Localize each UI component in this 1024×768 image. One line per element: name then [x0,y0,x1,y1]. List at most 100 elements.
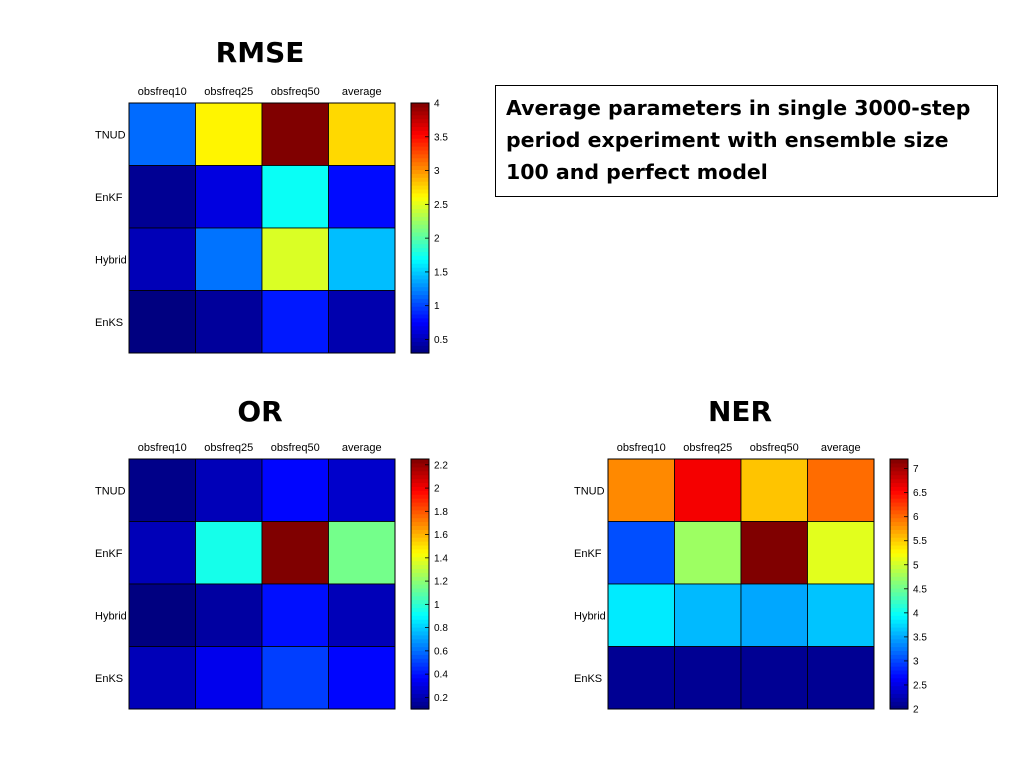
heatmap-cell [328,458,396,522]
colorbar-segment [411,501,429,507]
colorbar-segment [411,298,429,303]
colorbar-segment [411,572,429,577]
colorbar-segment [411,615,429,620]
colorbar-segment [890,591,908,597]
colorbar-segment [890,556,908,562]
heatmap-cell [128,102,196,166]
heatmap-cell [195,521,263,585]
colorbar-segment [890,623,908,628]
heatmap-cell [195,227,263,291]
column-label: average [342,442,382,454]
colorbar-segment [890,677,908,683]
colorbar-segment [411,325,429,331]
colorbar-segment [890,462,908,468]
column-label: obsfreq10 [138,86,187,98]
colorbar-segment [411,239,429,245]
colorbar-segment [411,302,429,307]
colorbar-segment [411,278,429,284]
column-label: obsfreq25 [204,442,253,454]
row-label: EnKS [95,673,123,685]
colorbar-segment [411,584,429,589]
colorbar-segment [411,149,429,155]
colorbar-segment [890,568,908,573]
colorbar-segment [890,459,908,464]
colorbar-segment [411,677,429,683]
colorbar-segment [411,623,429,628]
colorbar-segment [411,306,429,311]
heatmap-cell [607,521,675,585]
colorbar-segment [890,584,908,589]
colorbar-segment [411,486,429,491]
colorbar-segment [411,200,429,206]
heatmap-cell [128,583,196,647]
colorbar-segment [411,525,429,530]
colorbar-segment [890,587,908,593]
colorbar-segment [411,169,429,174]
colorbar-tick-label: 6 [913,512,919,523]
colorbar-segment [411,126,429,131]
heatmap-cell [328,290,396,354]
colorbar-segment [890,529,908,534]
colorbar-tick-label: 1 [434,301,440,312]
colorbar-segment [411,165,429,171]
heatmap-cell [328,646,396,710]
colorbar-segment [411,329,429,335]
colorbar-segment [411,321,429,327]
colorbar-segment [411,337,429,342]
colorbar-segment [890,673,908,679]
colorbar-segment [890,498,908,503]
colorbar-segment [890,544,908,550]
colorbar-segment [411,145,429,151]
colorbar-segment [411,228,429,233]
column-label: obsfreq25 [204,86,253,98]
colorbar-segment [411,255,429,260]
column-label: obsfreq50 [750,442,799,454]
colorbar-segment [890,650,908,655]
colorbar-segment [411,122,429,128]
colorbar-segment [411,697,429,702]
colorbar-segment [411,274,429,280]
row-label: Hybrid [95,254,127,266]
colorbar-segment [411,642,429,648]
colorbar-tick-label: 0.5 [434,335,448,346]
colorbar-segment [411,224,429,229]
colorbar-segment [411,533,429,538]
colorbar-segment [411,560,429,566]
row-label: EnKF [574,548,602,560]
colorbar-segment [890,517,908,523]
heatmap-cell [674,458,742,522]
colorbar-segment [890,666,908,671]
colorbar-tick-label: 0.4 [434,670,448,681]
colorbar-segment [411,349,429,354]
or-title: OR [237,395,283,428]
colorbar-segment [411,114,429,120]
colorbar-segment [890,494,908,499]
colorbar-segment [411,345,429,350]
colorbar-segment [890,638,908,644]
row-label: EnKF [95,192,123,204]
colorbar-segment [411,548,429,554]
colorbar-segment [411,521,429,527]
heatmap-cell [328,227,396,291]
heatmap-cell [128,227,196,291]
colorbar-segment [890,486,908,491]
colorbar-tick-label: 2.5 [913,680,927,691]
colorbar-segment [411,294,429,299]
colorbar-tick-label: 2 [913,705,919,716]
heatmap-cell [607,646,675,710]
colorbar-segment [411,666,429,671]
colorbar-segment [411,517,429,523]
colorbar-tick-label: 4.5 [913,584,927,595]
colorbar-segment [890,560,908,566]
colorbar-segment [411,208,429,213]
experiment-note: Average parameters in single 3000-step p… [495,85,998,197]
colorbar-segment [411,286,429,292]
colorbar-segment [411,634,429,640]
colorbar-segment [411,267,429,272]
heatmap-frame [128,102,396,354]
heatmap-cell [195,583,263,647]
colorbar-segment [890,611,908,616]
colorbar-segment [411,564,429,569]
colorbar-segment [411,466,429,472]
